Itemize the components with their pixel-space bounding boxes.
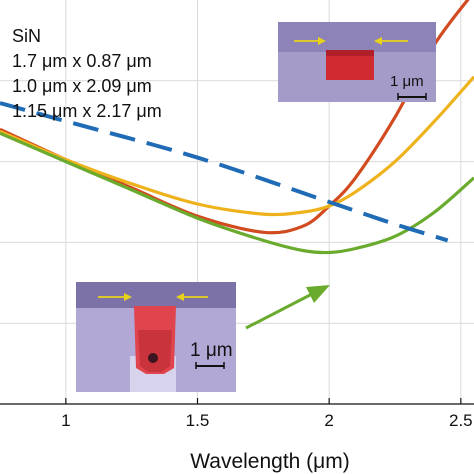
inset-top-scale-label: 1 μm [390,73,424,90]
inset-bottom-background-dark [76,282,236,308]
inset-top-arrowhead-left [318,37,326,45]
legend: SiN 1.7 μm x 0.87 μm 1.0 μm x 2.09 μm 1.… [12,26,162,121]
x-tick-label: 2 [324,411,333,430]
inset-top-waveguide-shade [326,50,374,56]
inset-micrograph-top: 1 μm [278,22,436,102]
legend-entry: 1.15 μm x 2.17 μm [12,101,162,121]
x-tick-label: 1 [61,411,70,430]
inset-pointer-arrow-shaft [245,292,313,330]
legend-heading: SiN [12,26,41,46]
x-axis-title: Wavelength (μm) [190,450,350,473]
series-line-3 [0,131,474,255]
inset-bottom-defect [148,353,158,363]
inset-bottom-arrowhead-left [124,293,132,301]
inset-pointer-arrowhead [306,285,330,303]
inset-micrograph-bottom: 1 μm [76,282,236,392]
inset-bottom-scale-label: 1 μm [190,340,233,361]
series-line-4 [0,101,449,243]
legend-entry: 1.0 μm x 2.09 μm [12,76,152,96]
x-axis: 1 1.5 2 2.5 [0,398,474,430]
inset-bottom-arrowhead-right [176,293,184,301]
inset-pointer-arrow [245,285,330,330]
inset-bottom-waveguide-core [138,330,172,372]
inset-top-arrowhead-right [374,37,382,45]
inset-top-background-dark [278,22,436,52]
x-tick-label: 1.5 [186,411,210,430]
x-tick-label: 2.5 [449,411,473,430]
series-line-2 [0,75,474,217]
legend-entry: 1.7 μm x 0.87 μm [12,51,152,71]
